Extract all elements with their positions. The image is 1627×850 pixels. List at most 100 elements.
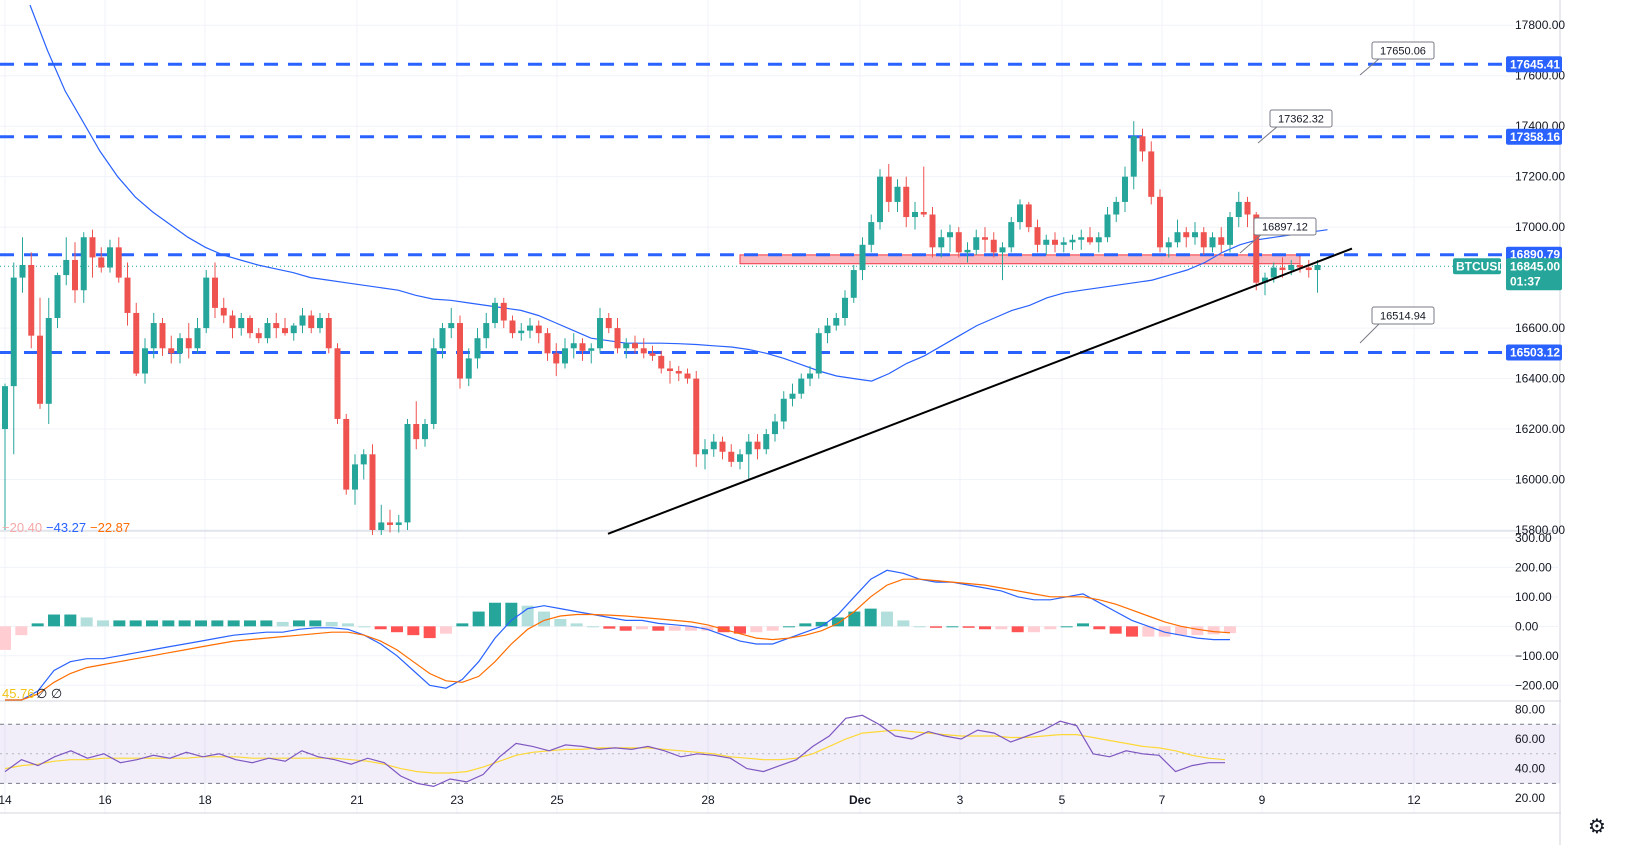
rsi-axis-tick: 40.00	[1515, 762, 1545, 776]
candle-body	[89, 237, 96, 258]
candle-body	[1017, 204, 1023, 223]
candle-body	[789, 393, 796, 399]
candle	[623, 338, 630, 359]
macd-axis-tick: 200.00	[1515, 560, 1552, 574]
moving-average-layer	[29, 4, 1328, 382]
candle	[404, 418, 411, 530]
candle	[745, 434, 752, 480]
candle	[562, 338, 568, 369]
price-axis-tick: 17200.00	[1515, 170, 1565, 184]
candle-body	[150, 323, 157, 349]
level-price-tag: 17358.16	[1506, 128, 1562, 145]
macd-legend-value: −22.87	[90, 520, 130, 535]
candle-body	[229, 315, 236, 329]
candle-body	[518, 330, 525, 334]
candle-body	[255, 333, 262, 339]
gear-icon[interactable]: ⚙	[1588, 814, 1606, 838]
candle	[1008, 217, 1015, 253]
candle	[369, 444, 376, 536]
histogram-bar	[668, 626, 681, 631]
histogram-bar	[881, 611, 893, 627]
price-tag-bg	[1506, 128, 1562, 145]
trendline-layer[interactable]	[607, 247, 1353, 535]
candle	[824, 318, 831, 344]
candle	[597, 307, 603, 354]
candle-body	[1218, 237, 1225, 245]
trendline[interactable]	[607, 247, 1353, 535]
candle	[317, 312, 323, 334]
candle	[719, 436, 726, 460]
price-axis-tick: 15800.00	[1515, 523, 1565, 537]
candle	[553, 343, 560, 377]
candle-body	[1157, 196, 1163, 248]
candle	[1069, 234, 1076, 250]
candle	[2, 383, 8, 530]
histogram-bar	[489, 602, 501, 627]
histogram-bar	[113, 620, 126, 627]
candle	[474, 328, 481, 369]
candle-body	[378, 522, 385, 530]
candle	[334, 343, 341, 424]
candle	[63, 237, 70, 286]
candle	[1209, 232, 1216, 253]
candle-body	[168, 348, 175, 354]
macd-legend-value: −43.27	[46, 520, 86, 535]
macd-axis-tick: 0.00	[1515, 619, 1539, 633]
candle-body	[1069, 239, 1076, 243]
histogram-bar	[423, 626, 436, 639]
candle	[1078, 229, 1085, 250]
candle-body	[1008, 222, 1015, 248]
callout-box	[1371, 41, 1435, 60]
histogram-bar	[619, 626, 632, 631]
candle	[1227, 212, 1233, 253]
candles	[2, 121, 1321, 536]
candle-body	[45, 318, 52, 404]
histogram-bar	[0, 626, 11, 650]
candle-body	[1025, 204, 1032, 228]
candle-body	[614, 328, 621, 349]
candle-body	[1043, 239, 1050, 245]
candle	[658, 350, 665, 374]
candle-body	[28, 265, 35, 336]
candle	[1034, 219, 1041, 253]
candle-body	[159, 323, 166, 349]
candle	[754, 434, 761, 460]
candle	[72, 242, 78, 303]
candle-body	[500, 302, 507, 321]
candle	[1087, 227, 1093, 245]
candle-body	[1314, 265, 1321, 271]
candle	[903, 176, 910, 228]
candle-body	[1200, 232, 1207, 248]
candle-body	[98, 257, 105, 268]
candle	[492, 297, 498, 329]
histogram-bar	[48, 614, 60, 627]
candle	[684, 368, 691, 384]
candle-body	[833, 318, 840, 326]
candle-body	[535, 325, 542, 334]
candle-body	[947, 232, 953, 238]
candle	[352, 454, 358, 505]
candle	[964, 242, 971, 263]
candle-body	[815, 333, 822, 374]
candle	[789, 383, 796, 407]
rsi-line	[4, 714, 1225, 788]
candle-body	[579, 343, 586, 351]
candle-body	[938, 237, 945, 248]
horizontal-levels[interactable]	[0, 62, 1560, 355]
price-axis-tick: 16000.00	[1515, 473, 1565, 487]
candle-body	[1209, 237, 1216, 248]
candle	[150, 312, 157, 359]
candle	[1148, 141, 1155, 205]
candle-body	[675, 371, 682, 374]
time-axis-tick: 21	[350, 793, 364, 807]
candle	[54, 272, 61, 329]
candle	[894, 179, 901, 212]
candle	[1192, 222, 1198, 245]
candle-body	[885, 176, 892, 202]
candle-body	[1288, 265, 1295, 271]
candle	[1060, 237, 1067, 253]
candle-body	[728, 451, 735, 462]
time-axis-tick: Dec	[849, 793, 871, 807]
